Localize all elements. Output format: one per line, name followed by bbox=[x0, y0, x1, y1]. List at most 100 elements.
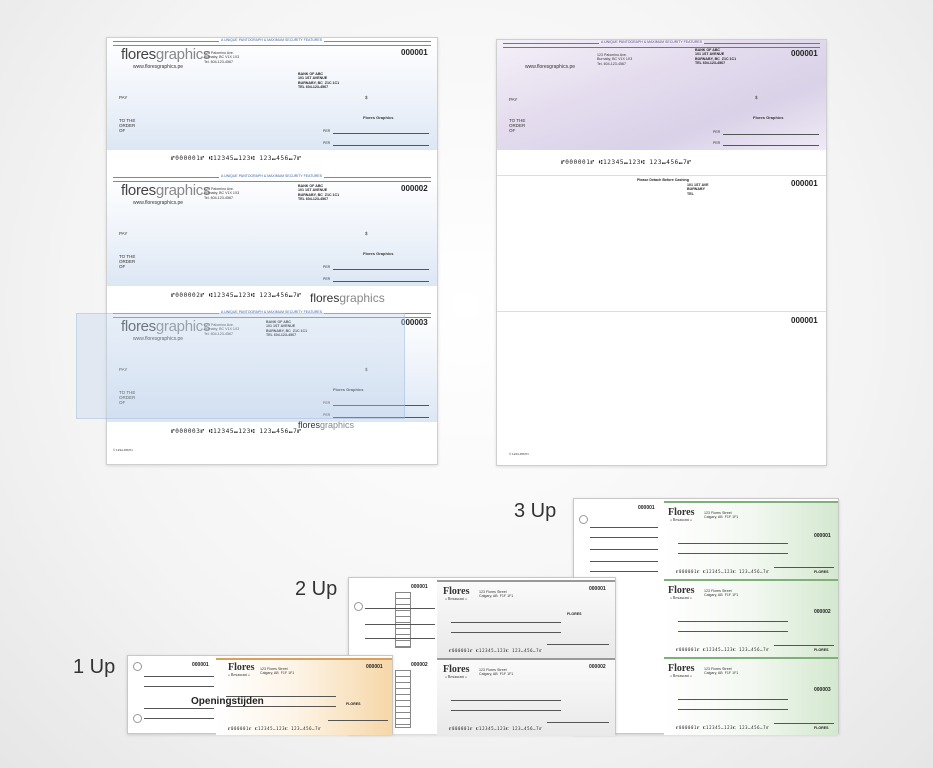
cheque-number: 000001 bbox=[401, 48, 428, 57]
micr-line: ⑈000001⑈ ⑆12345⑉123⑆ 123⑉456⑉7⑈ bbox=[228, 726, 322, 731]
voucher-info: 101 1ST AVE BURNABY TEL bbox=[687, 183, 709, 196]
payee-line bbox=[678, 621, 788, 622]
restaurant-sub: « Restaurant » bbox=[670, 674, 692, 678]
left-cheque-sheet: A UNIQUE PANTOGRAPH & MAXIMUM SECURITY F… bbox=[106, 37, 438, 465]
one-up-cheque: Flores « Restaurant » 123 Flores Street … bbox=[216, 658, 392, 735]
order-label: TO THE ORDER OF bbox=[119, 390, 136, 405]
cheque-number: 000001 bbox=[791, 49, 818, 58]
per-label-2: PER bbox=[323, 413, 331, 417]
bank-address: BANK OF ABC 101 1ST AVENUE BURNABY, BC Z… bbox=[298, 72, 340, 89]
top-cheque: A UNIQUE PANTOGRAPH & MAXIMUM SECURITY F… bbox=[497, 40, 826, 150]
stub-line bbox=[590, 561, 658, 562]
stub-line bbox=[365, 608, 435, 609]
micr-line: ⑈000001⑈ ⑆12345⑉123⑆ 123⑉456⑉7⑈ bbox=[449, 726, 543, 731]
two-up-label: 2 Up bbox=[295, 578, 338, 600]
cheque-number: 000002 bbox=[814, 609, 831, 615]
company-address: 123 Palomino Ave. Burnaby, BC V1X 1X3 Te… bbox=[204, 51, 240, 64]
payee-name: FLORES bbox=[814, 570, 829, 574]
payee-line bbox=[451, 700, 561, 701]
cheque-2: A UNIQUE PANTOGRAPH & MAXIMUM SECURITY F… bbox=[107, 174, 437, 286]
order-label: TO THE ORDER OF bbox=[119, 254, 136, 269]
micr-line: ⑈000001⑈ ⑆12345⑉123⑆ 123⑉456⑉7⑈ bbox=[676, 569, 770, 574]
voucher-number-1: 000001 bbox=[791, 179, 818, 188]
restaurant-sub: « Restaurant » bbox=[445, 597, 467, 601]
stub-number: 000002 bbox=[411, 662, 428, 668]
company-address: 123 Palomino Ave. Burnaby, BC V1X 1X3 Te… bbox=[204, 323, 240, 336]
cheque-1: A UNIQUE PANTOGRAPH & MAXIMUM SECURITY F… bbox=[107, 38, 437, 150]
three-up-cheque-3: Flores « Restaurant » 123 Flores Street … bbox=[664, 657, 838, 735]
binder-hole-icon bbox=[579, 515, 588, 524]
translucent-overlay bbox=[76, 313, 405, 419]
micr-line: ⑈000001⑈ ⑆12345⑉123⑆ 123⑉456⑉7⑈ bbox=[561, 159, 692, 166]
signature-line-2 bbox=[333, 281, 429, 282]
micr-line: ⑈000002⑈ ⑆12345⑉123⑆ 123⑉456⑉7⑈ bbox=[171, 292, 302, 299]
per-label-1: PER bbox=[713, 130, 721, 134]
order-label: TO THE ORDER OF bbox=[119, 118, 136, 133]
voucher-number-2: 000001 bbox=[791, 316, 818, 325]
stub-line bbox=[365, 638, 435, 639]
signature-line bbox=[774, 567, 834, 568]
three-up-stub: 000001 bbox=[574, 499, 664, 579]
binder-hole-icon bbox=[354, 602, 363, 611]
pay-label: PAY bbox=[119, 367, 128, 372]
amount-line bbox=[678, 631, 788, 632]
restaurant-sub: « Restaurant » bbox=[228, 673, 250, 677]
cheque-number: 000001 bbox=[814, 533, 831, 539]
restaurant-address: 123 Flores Street Calgary, AB F1F 1F1 bbox=[479, 668, 514, 677]
payee-line bbox=[226, 696, 336, 697]
cheque-number: 000003 bbox=[814, 687, 831, 693]
bank-address: BANK OF ABC 101 1ST AVENUE BURNABY, BC Z… bbox=[695, 48, 737, 65]
restaurant-address: 123 Flores Street Calgary, AB F1F 1F1 bbox=[479, 590, 514, 599]
security-banner: A UNIQUE PANTOGRAPH & MAXIMUM SECURITY F… bbox=[599, 40, 705, 44]
restaurant-logo: Flores bbox=[443, 586, 470, 597]
stub-number: 000001 bbox=[411, 584, 428, 590]
restaurant-logo: Flores bbox=[228, 662, 255, 673]
three-up-cheque-book: 000001 Flores « Restaurant » 123 Flores … bbox=[573, 498, 839, 735]
payee-name: FLORES bbox=[814, 726, 829, 730]
signature-line bbox=[328, 720, 388, 721]
three-up-label: 3 Up bbox=[514, 500, 557, 522]
cheque-number: 000002 bbox=[401, 184, 428, 193]
per-label-1: PER bbox=[323, 265, 331, 269]
floating-logo-small: floresgraphics bbox=[298, 420, 355, 430]
restaurant-logo: Flores bbox=[668, 663, 695, 674]
order-label: TO THE ORDER OF bbox=[509, 118, 526, 133]
stub-line bbox=[144, 676, 214, 677]
stub-line bbox=[144, 718, 214, 719]
payee-name: FLORES bbox=[567, 612, 582, 616]
restaurant-sub: « Restaurant » bbox=[670, 518, 692, 522]
amount-line bbox=[226, 706, 336, 707]
security-banner: A UNIQUE PANTOGRAPH & MAXIMUM SECURITY F… bbox=[219, 38, 325, 42]
payee-label: Flores Graphics bbox=[753, 115, 784, 120]
stub-line bbox=[144, 686, 214, 687]
one-up-cheque-book: 000001 Flores « Restaurant » 123 Flores … bbox=[127, 655, 393, 735]
company-website: www.floresgraphics.pe bbox=[133, 200, 184, 206]
cheque-number: 000001 bbox=[366, 664, 383, 670]
signature-line-2 bbox=[333, 145, 429, 146]
restaurant-sub: « Restaurant » bbox=[445, 675, 467, 679]
sheet-footer-code: © 1234-4567N bbox=[113, 448, 133, 452]
two-up-cheque-1: Flores « Restaurant » 123 Flores Street … bbox=[437, 580, 615, 658]
signature-line-1 bbox=[723, 134, 819, 135]
restaurant-address: 123 Flores Street Calgary, AB F1F 1F1 bbox=[260, 667, 295, 676]
signature-line bbox=[547, 722, 609, 723]
restaurant-logo: Flores bbox=[668, 585, 695, 596]
payee-line bbox=[678, 699, 788, 700]
one-up-label: 1 Up bbox=[73, 656, 116, 678]
stub-line bbox=[590, 527, 658, 528]
stub-grid bbox=[395, 592, 411, 648]
stub-line bbox=[590, 571, 658, 572]
signature-line-1 bbox=[333, 269, 429, 270]
binder-hole-icon bbox=[133, 662, 142, 671]
security-banner: A UNIQUE PANTOGRAPH & MAXIMUM SECURITY F… bbox=[219, 310, 325, 314]
company-address: 123 Palomino Ave. Burnaby, BC V1X 1X3 Te… bbox=[597, 53, 633, 66]
micr-line: ⑈000001⑈ ⑆12345⑉123⑆ 123⑉456⑉7⑈ bbox=[171, 155, 302, 162]
voucher-divider-1 bbox=[497, 175, 826, 176]
dollar-sign: $ bbox=[755, 95, 758, 100]
micr-line: ⑈000001⑈ ⑆12345⑉123⑆ 123⑉456⑉7⑈ bbox=[676, 725, 770, 730]
two-up-stub: 000001 bbox=[349, 578, 437, 656]
pay-label: PAY bbox=[119, 95, 128, 100]
restaurant-logo: Flores bbox=[668, 507, 695, 518]
signature-line bbox=[774, 723, 834, 724]
binder-hole-icon bbox=[133, 714, 142, 723]
